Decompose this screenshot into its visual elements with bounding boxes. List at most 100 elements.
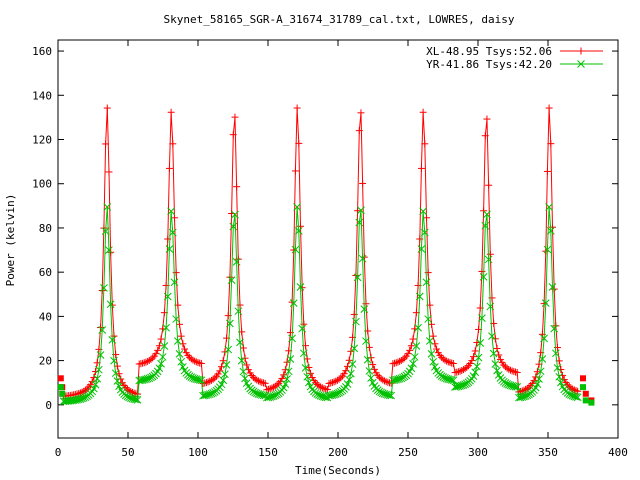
data-point: [345, 375, 354, 384]
x-tick-label: 50: [121, 446, 134, 459]
data-point: [162, 323, 170, 332]
legend-swatch-marker: [577, 60, 585, 68]
data-point: [175, 350, 184, 358]
data-point: [551, 349, 560, 358]
data-point: [573, 393, 582, 402]
data-point: [493, 366, 501, 375]
data-point: [449, 376, 458, 385]
data-point: [476, 339, 485, 347]
data-point: [108, 336, 117, 344]
data-point: [546, 227, 555, 235]
data-point: [378, 389, 387, 398]
data-point: [484, 255, 493, 264]
series-line: [63, 206, 578, 402]
y-tick-label: 40: [39, 310, 52, 323]
data-point: [363, 355, 372, 364]
data-point: [565, 390, 574, 398]
data-point: [315, 391, 323, 399]
data-point: [236, 338, 244, 347]
data-point: [123, 392, 132, 401]
data-point: [555, 372, 564, 381]
data-point: [241, 374, 249, 383]
data-point: [217, 380, 226, 389]
data-point: [190, 374, 199, 383]
data-point: [242, 379, 251, 387]
data-point: [439, 373, 448, 381]
y-tick-label: 60: [39, 266, 52, 279]
data-point: [387, 391, 396, 400]
x-tick-label: 300: [468, 446, 488, 459]
endpoint-point: [580, 375, 586, 382]
data-point: [229, 222, 238, 231]
data-point: [447, 376, 456, 384]
series-xl: [57, 104, 595, 404]
data-point: [429, 357, 438, 366]
data-point: [294, 227, 303, 235]
data-point: [163, 292, 172, 301]
data-point: [407, 364, 416, 373]
data-point: [189, 374, 197, 382]
data-point: [320, 392, 328, 401]
data-point: [567, 391, 575, 399]
data-point: [254, 390, 263, 398]
data-point: [177, 357, 186, 366]
data-point: [488, 332, 496, 341]
data-point: [353, 273, 362, 282]
data-point: [425, 337, 434, 345]
data-point: [535, 375, 543, 383]
data-point: [222, 361, 231, 369]
data-point: [158, 353, 167, 361]
data-point: [473, 362, 481, 371]
data-point: [251, 388, 259, 397]
y-axis-label: Power (kelvin): [4, 194, 17, 287]
data-point: [357, 206, 365, 215]
data-point: [281, 380, 290, 388]
data-point: [474, 353, 483, 362]
chart-title: Skynet_58165_SGR-A_31674_31789_cal.txt, …: [164, 13, 515, 26]
data-point: [256, 390, 265, 399]
data-point: [417, 245, 426, 253]
data-point: [293, 203, 301, 211]
x-tick-label: 0: [55, 446, 62, 459]
data-point: [133, 396, 142, 404]
data-point: [179, 363, 187, 371]
data-point: [533, 380, 542, 388]
data-point: [98, 326, 107, 334]
data-point: [358, 254, 367, 263]
data-point: [506, 381, 515, 390]
data-point: [382, 390, 391, 399]
data-point: [157, 359, 165, 368]
data-point: [180, 366, 189, 375]
data-point: [237, 356, 246, 365]
data-point: [299, 349, 308, 358]
series-line: [63, 107, 578, 397]
data-point: [316, 391, 325, 400]
data-point: [100, 284, 108, 292]
x-tick-label: 250: [398, 446, 418, 459]
data-point: [491, 360, 500, 368]
data-point: [412, 342, 421, 350]
data-point: [541, 299, 550, 307]
data-point: [239, 367, 248, 376]
data-point: [69, 396, 78, 405]
data-point: [494, 371, 503, 379]
data-point: [431, 363, 439, 371]
data-point: [479, 272, 488, 281]
endpoint-point: [588, 399, 595, 406]
data-point: [441, 374, 449, 382]
data-point: [91, 380, 100, 389]
x-tick-label: 400: [608, 446, 628, 459]
data-point: [155, 364, 164, 373]
y-tick-label: 140: [32, 89, 52, 102]
data-point: [538, 355, 547, 363]
data-point: [355, 218, 364, 227]
data-point: [284, 367, 293, 376]
x-tick-label: 350: [538, 446, 558, 459]
data-point: [131, 395, 140, 404]
data-point: [557, 378, 565, 387]
endpoint-point: [580, 384, 586, 391]
data-point: [64, 397, 73, 405]
data-point: [368, 378, 377, 387]
data-point: [553, 363, 562, 372]
